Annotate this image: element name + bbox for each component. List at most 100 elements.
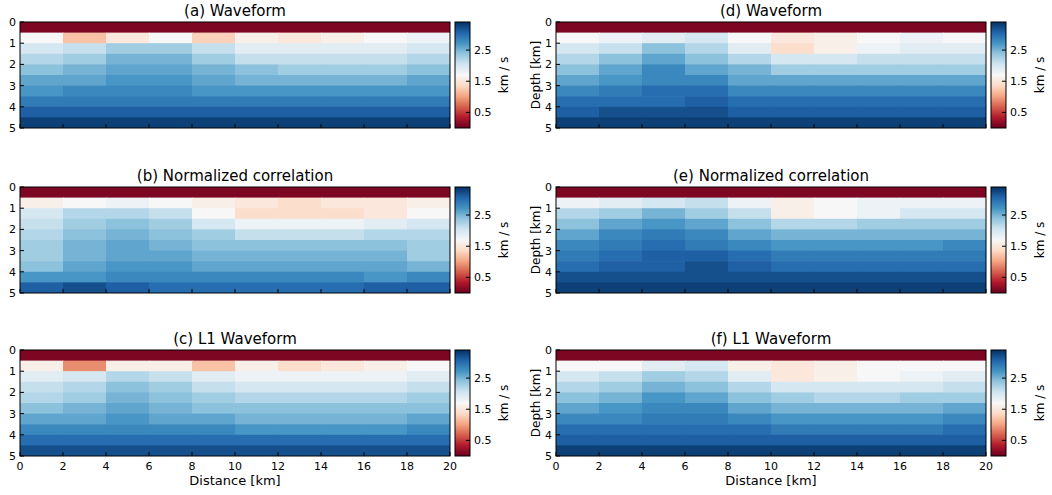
cell: [642, 75, 686, 86]
colorbar-tick-label: 0.5: [474, 434, 492, 447]
panel-title: (f) L1 Waveform: [711, 330, 832, 348]
y-tick: [20, 293, 24, 294]
colorbar-tick-label: 0.5: [1010, 271, 1028, 284]
cell: [364, 403, 408, 414]
cell: [106, 414, 150, 425]
cell: [685, 424, 729, 435]
x-axis-title: Distance [km]: [189, 473, 280, 488]
cell: [278, 414, 322, 425]
cell: [900, 261, 944, 272]
panel: 012345(e) Normalized correlationDepth [k…: [529, 167, 1047, 300]
cell: [149, 43, 193, 54]
cell: [599, 382, 643, 393]
cell: [771, 435, 815, 446]
cell: [771, 107, 815, 118]
cell: [278, 187, 322, 198]
cell: [728, 86, 772, 97]
cell: [106, 382, 150, 393]
cell: [599, 75, 643, 86]
cell: [321, 107, 365, 118]
cell: [321, 117, 365, 128]
cell: [235, 86, 279, 97]
cell: [685, 75, 729, 86]
cell: [235, 445, 279, 456]
cell: [728, 445, 772, 456]
cell: [278, 117, 322, 128]
y-tick: [20, 22, 24, 23]
cell: [235, 198, 279, 209]
cell: [20, 424, 64, 435]
cell: [364, 435, 408, 446]
cell: [321, 282, 365, 293]
cell: [364, 43, 408, 54]
cell: [20, 33, 64, 44]
cell: [235, 96, 279, 107]
cell: [771, 198, 815, 209]
cell: [771, 445, 815, 456]
cell: [814, 75, 858, 86]
cell: [192, 272, 236, 283]
colorbar-tick: [466, 81, 470, 82]
cell: [63, 251, 107, 262]
cell: [642, 361, 686, 372]
y-tick: [556, 43, 560, 44]
colorbar-tick-label: 1.5: [1010, 75, 1028, 88]
cell: [814, 240, 858, 251]
cell: [63, 107, 107, 118]
cell: [599, 361, 643, 372]
panel-title: (a) Waveform: [184, 2, 286, 20]
x-tick: [728, 289, 729, 293]
cell: [407, 33, 450, 44]
cell: [321, 361, 365, 372]
cell: [364, 33, 408, 44]
x-tick: [321, 124, 322, 128]
colorbar-tick-label: 2.5: [1010, 372, 1028, 385]
cell: [149, 240, 193, 251]
cells: [20, 350, 450, 456]
cell: [235, 350, 279, 361]
cell: [407, 229, 450, 240]
cell: [642, 414, 686, 425]
x-tick: [728, 124, 729, 128]
y-tick: [20, 229, 24, 230]
colorbar: [455, 350, 470, 456]
cell: [857, 229, 901, 240]
cell: [900, 272, 944, 283]
cell: [556, 187, 600, 198]
cell: [556, 229, 600, 240]
cell: [943, 350, 986, 361]
cell: [63, 392, 107, 403]
x-tick-label: 6: [146, 460, 153, 473]
cell: [63, 371, 107, 382]
panel: 012345(a) Waveform0.51.52.5km / s: [9, 2, 511, 135]
frame: [556, 350, 986, 456]
cell: [728, 219, 772, 230]
cell: [599, 43, 643, 54]
cell: [599, 371, 643, 382]
cell: [192, 43, 236, 54]
cell: [814, 54, 858, 65]
cell: [106, 22, 150, 33]
cell: [642, 350, 686, 361]
x-tick: [407, 452, 408, 456]
y-tick: [20, 43, 24, 44]
panel: 02468101214161820012345(c) L1 WaveformDi…: [9, 330, 511, 488]
cell: [63, 282, 107, 293]
colorbar-tick: [1002, 277, 1006, 278]
cell: [192, 261, 236, 272]
cell: [20, 272, 64, 283]
cell: [149, 361, 193, 372]
cell: [407, 75, 450, 86]
x-tick: [192, 289, 193, 293]
x-tick: [642, 124, 643, 128]
cell: [556, 96, 600, 107]
cell: [642, 64, 686, 75]
cell: [685, 392, 729, 403]
x-tick: [943, 289, 944, 293]
cell: [599, 107, 643, 118]
cell: [814, 229, 858, 240]
y-axis-title: Depth [km]: [529, 369, 543, 437]
y-axis-title: Depth [km]: [529, 41, 543, 109]
x-tick: [192, 452, 193, 456]
cell: [364, 198, 408, 209]
